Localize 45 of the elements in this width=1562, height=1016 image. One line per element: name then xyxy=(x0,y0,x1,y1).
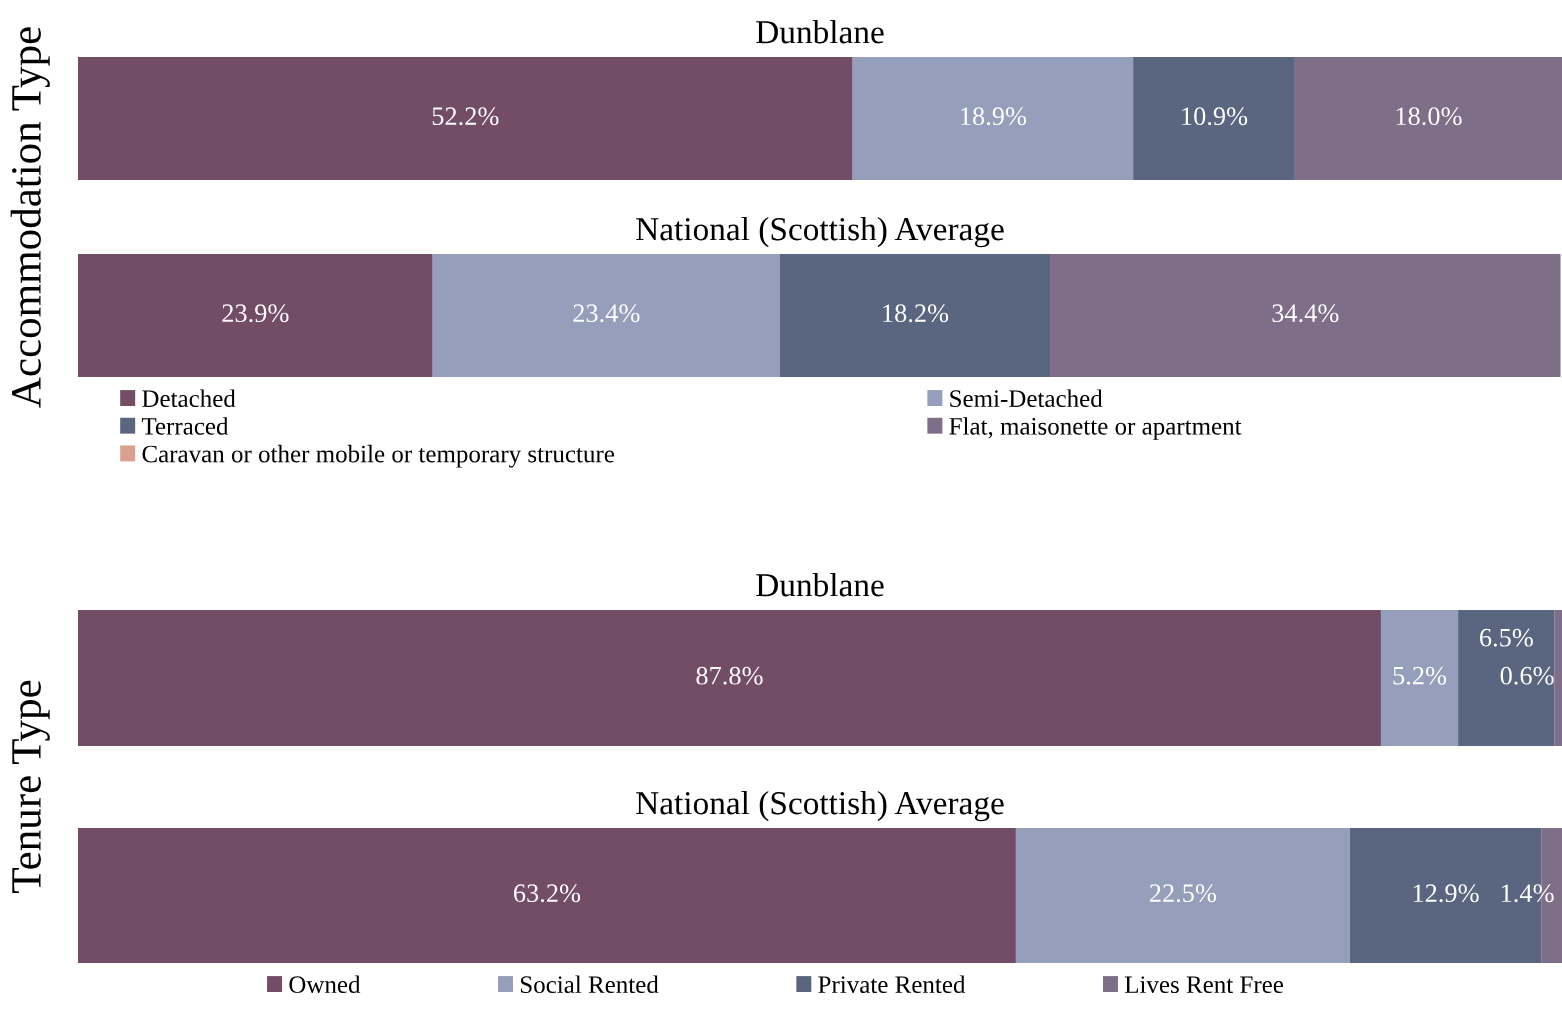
bar xyxy=(1380,610,1459,746)
bar xyxy=(78,254,433,377)
bar xyxy=(1554,610,1562,746)
data-label: 18.2% xyxy=(883,304,949,323)
chart-title: National (Scottish) Average xyxy=(636,216,1004,248)
data-label: 5.2% xyxy=(1393,666,1447,685)
legend-label: Detached xyxy=(142,389,236,408)
bar xyxy=(78,57,853,180)
bar xyxy=(852,57,1134,180)
bar xyxy=(1133,57,1295,180)
bar xyxy=(78,828,1016,963)
legend-label: Lives Rent Free xyxy=(1124,976,1284,994)
bar xyxy=(1015,828,1350,963)
data-label: 12.9% xyxy=(1413,884,1479,903)
legend-label: Caravan or other mobile or temporary structure xyxy=(142,444,614,468)
bar xyxy=(1050,254,1561,377)
data-label: 18.0% xyxy=(1396,107,1462,126)
data-label: 23.9% xyxy=(222,304,289,323)
data-label: 52.2% xyxy=(432,107,499,126)
data-label: 22.5% xyxy=(1149,884,1217,903)
data-label: 1.4% xyxy=(1501,884,1554,903)
data-label: 87.8% xyxy=(696,666,763,685)
data-label: 34.4% xyxy=(1272,304,1339,323)
bar xyxy=(432,254,780,377)
bar xyxy=(78,610,1381,746)
data-label: 10.9% xyxy=(1182,107,1248,126)
bar xyxy=(779,254,1051,377)
data-label: 0.6% xyxy=(1500,666,1554,685)
y-axis-title: Tenure Type xyxy=(12,680,50,893)
data-label: 63.2% xyxy=(514,884,581,903)
data-label: 23.4% xyxy=(573,304,640,323)
legend-label: Semi-Detached xyxy=(950,389,1103,408)
legend-label: Terraced xyxy=(141,417,229,435)
legend-label: Social Rented xyxy=(520,975,659,994)
legend-label: Owned xyxy=(289,975,361,994)
chart-title: National (Scottish) Average xyxy=(636,790,1004,822)
data-label: 18.9% xyxy=(961,107,1027,126)
data-label: 6.5% xyxy=(1480,628,1533,647)
bar xyxy=(1458,610,1555,746)
bar xyxy=(1294,57,1562,180)
chart-title: Dunblane xyxy=(756,572,884,597)
legend-label: Private Rented xyxy=(818,975,966,994)
y-axis-title: Accommodation Type xyxy=(10,27,50,408)
chart-title: Dunblane xyxy=(756,19,884,44)
legend-label: Flat, maisonette or apartment xyxy=(949,417,1242,440)
